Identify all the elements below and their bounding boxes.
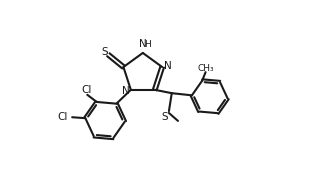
Text: CH₃: CH₃ [198, 64, 214, 73]
Text: S: S [101, 47, 108, 57]
Text: N: N [122, 86, 129, 96]
Text: H: H [144, 40, 151, 49]
Text: N: N [139, 39, 147, 49]
Text: N: N [164, 61, 172, 71]
Text: Cl: Cl [58, 112, 68, 122]
Text: S: S [161, 112, 167, 122]
Text: Cl: Cl [81, 85, 91, 95]
